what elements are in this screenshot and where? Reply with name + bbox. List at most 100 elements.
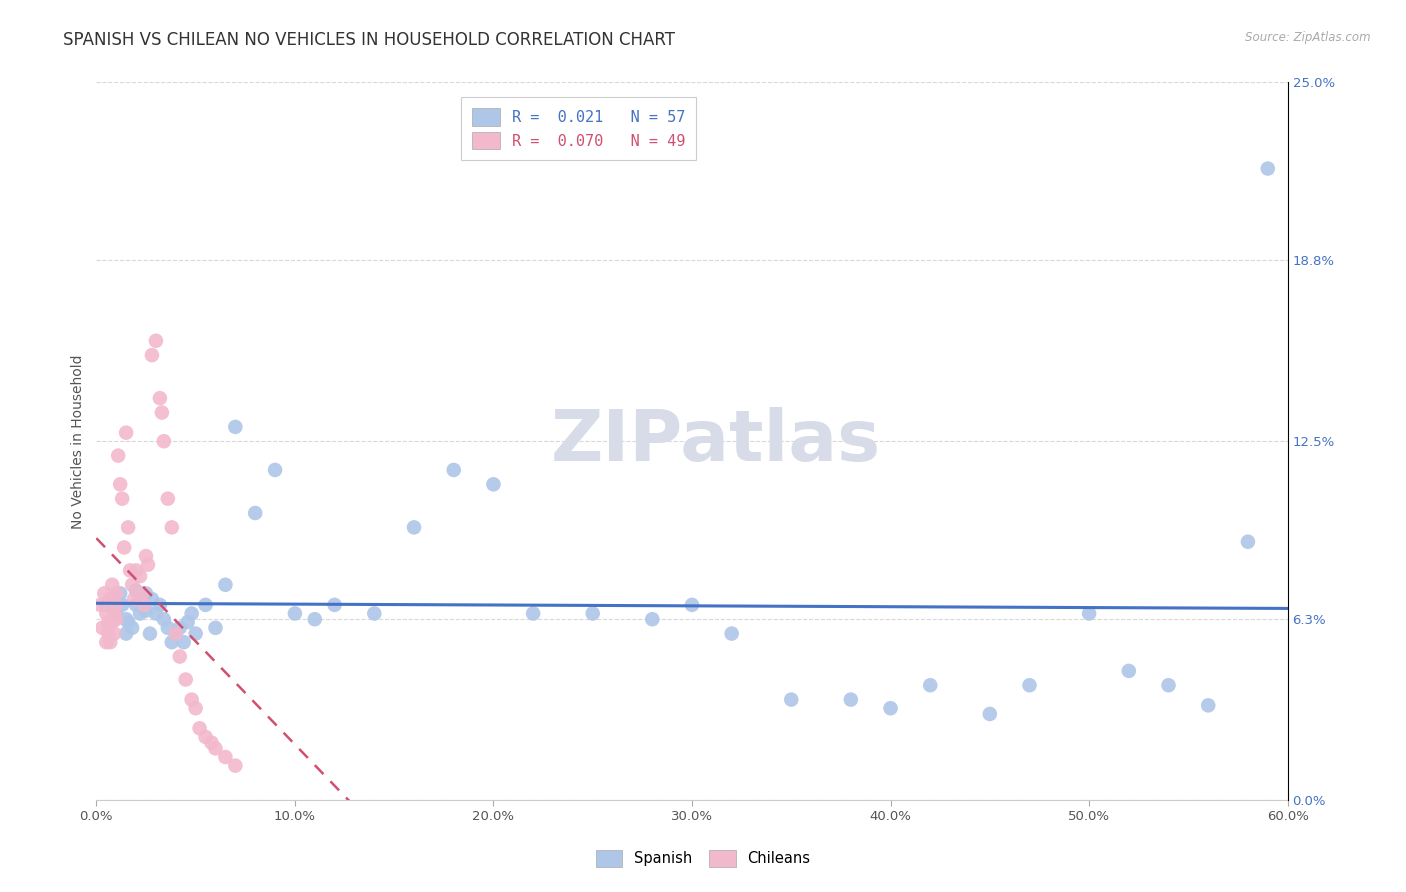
Point bbox=[93, 586, 115, 600]
Point bbox=[200, 736, 222, 750]
Point bbox=[121, 578, 143, 592]
Point bbox=[879, 701, 901, 715]
Point bbox=[135, 586, 157, 600]
Point bbox=[101, 592, 124, 607]
Point bbox=[180, 607, 202, 621]
Point bbox=[180, 692, 202, 706]
Point bbox=[156, 491, 179, 506]
Point bbox=[105, 598, 128, 612]
Point bbox=[153, 434, 176, 449]
Point bbox=[224, 758, 246, 772]
Point bbox=[97, 615, 120, 629]
Point bbox=[522, 607, 544, 621]
Point bbox=[132, 598, 155, 612]
Point bbox=[214, 750, 236, 764]
Point bbox=[141, 348, 163, 362]
Point bbox=[91, 621, 114, 635]
Point bbox=[108, 477, 131, 491]
Point bbox=[184, 701, 207, 715]
Point bbox=[720, 626, 742, 640]
Point bbox=[129, 607, 152, 621]
Point bbox=[125, 583, 148, 598]
Point bbox=[1197, 698, 1219, 713]
Point bbox=[98, 592, 121, 607]
Point bbox=[121, 621, 143, 635]
Point bbox=[101, 578, 124, 592]
Point bbox=[920, 678, 942, 692]
Point bbox=[145, 334, 167, 348]
Point bbox=[97, 626, 120, 640]
Point bbox=[107, 449, 129, 463]
Point bbox=[117, 615, 139, 629]
Point bbox=[139, 626, 162, 640]
Point bbox=[115, 425, 138, 440]
Point bbox=[176, 615, 198, 629]
Point bbox=[323, 598, 346, 612]
Point bbox=[160, 520, 183, 534]
Point bbox=[105, 586, 128, 600]
Point bbox=[105, 612, 128, 626]
Point bbox=[89, 598, 111, 612]
Point bbox=[443, 463, 465, 477]
Point bbox=[582, 607, 605, 621]
Point bbox=[135, 604, 157, 618]
Point bbox=[96, 598, 118, 612]
Point bbox=[111, 491, 134, 506]
Point bbox=[224, 420, 246, 434]
Point bbox=[165, 626, 187, 640]
Point bbox=[131, 586, 153, 600]
Point bbox=[165, 626, 187, 640]
Point bbox=[363, 607, 385, 621]
Point bbox=[169, 649, 191, 664]
Point bbox=[136, 558, 159, 572]
Point bbox=[149, 598, 172, 612]
Point bbox=[184, 626, 207, 640]
Point bbox=[839, 692, 862, 706]
Point bbox=[153, 612, 176, 626]
Point bbox=[194, 730, 217, 744]
Point bbox=[96, 607, 118, 621]
Point bbox=[108, 586, 131, 600]
Point bbox=[204, 621, 226, 635]
Point bbox=[1018, 678, 1040, 692]
Point bbox=[174, 673, 197, 687]
Point bbox=[145, 607, 167, 621]
Point bbox=[1078, 607, 1101, 621]
Point bbox=[112, 541, 135, 555]
Point bbox=[111, 598, 134, 612]
Point bbox=[979, 706, 1001, 721]
Point bbox=[245, 506, 267, 520]
Y-axis label: No Vehicles in Household: No Vehicles in Household bbox=[72, 354, 86, 528]
Point bbox=[284, 607, 307, 621]
Point bbox=[98, 635, 121, 649]
Text: Source: ZipAtlas.com: Source: ZipAtlas.com bbox=[1246, 31, 1371, 45]
Point bbox=[115, 626, 138, 640]
Point bbox=[103, 626, 125, 640]
Point bbox=[214, 578, 236, 592]
Text: ZIPatlas: ZIPatlas bbox=[551, 407, 882, 475]
Point bbox=[122, 592, 145, 607]
Point bbox=[150, 405, 173, 419]
Point bbox=[160, 635, 183, 649]
Point bbox=[117, 520, 139, 534]
Point bbox=[125, 563, 148, 577]
Point bbox=[105, 607, 128, 621]
Point bbox=[173, 635, 195, 649]
Point bbox=[125, 598, 148, 612]
Point bbox=[780, 692, 803, 706]
Point bbox=[402, 520, 425, 534]
Point bbox=[641, 612, 664, 626]
Point bbox=[1257, 161, 1279, 176]
Point bbox=[264, 463, 287, 477]
Point bbox=[135, 549, 157, 563]
Point bbox=[188, 721, 211, 735]
Point bbox=[120, 563, 142, 577]
Point bbox=[1118, 664, 1140, 678]
Point bbox=[169, 621, 191, 635]
Point bbox=[149, 391, 172, 405]
Point bbox=[204, 741, 226, 756]
Point bbox=[1237, 534, 1260, 549]
Point bbox=[681, 598, 703, 612]
Point bbox=[103, 607, 125, 621]
Point bbox=[194, 598, 217, 612]
